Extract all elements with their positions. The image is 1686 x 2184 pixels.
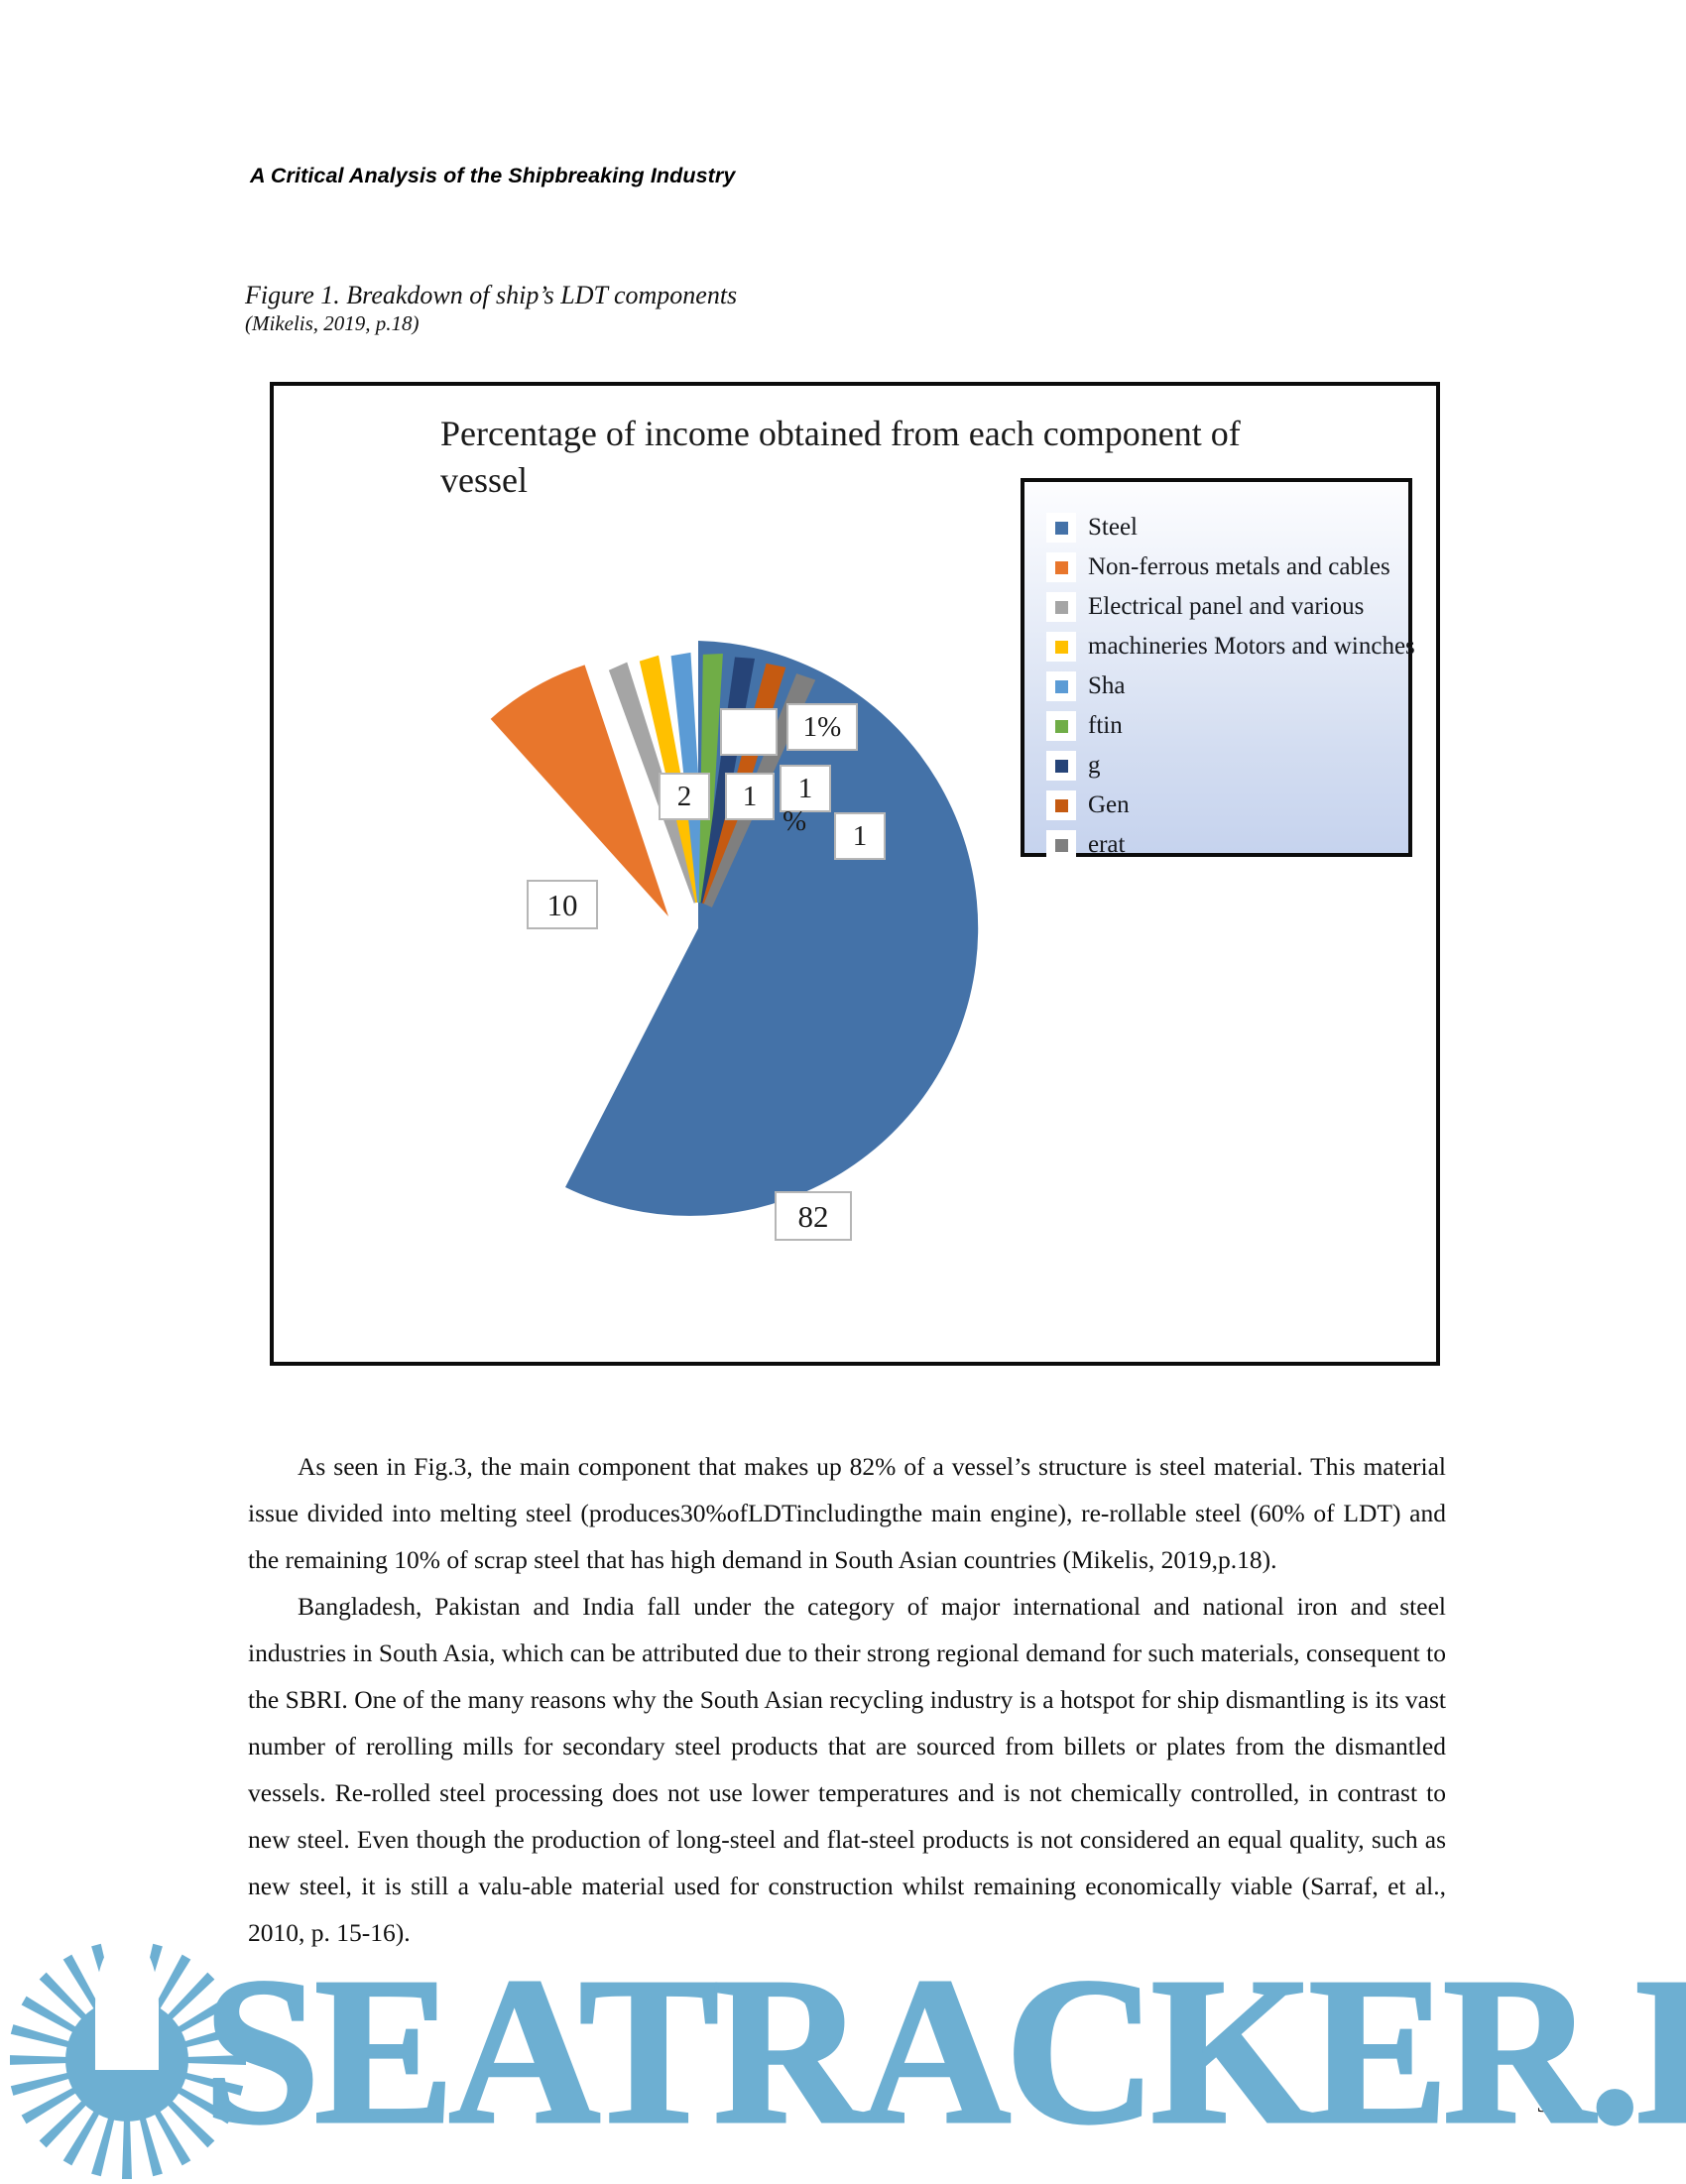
watermark: SEATRACKER.RU (0, 1936, 1686, 2184)
data-label-percent-orphan: % (783, 805, 807, 837)
legend-item-gen[interactable]: Gen (1046, 786, 1408, 825)
data-label-electrical: 2 (659, 773, 710, 820)
data-label-g: 1 (780, 765, 831, 812)
pie-chart: 82 10 2 1 1% 1 1 % (383, 520, 998, 1241)
body-paragraph-2: Bangladesh, Pakistan and India fall unde… (248, 1592, 1446, 1947)
slice-nonferrous (490, 665, 668, 916)
data-label-gen: 1 (834, 812, 886, 860)
data-label-steel: 82 (775, 1191, 852, 1241)
legend-label-nonferrous: Non-ferrous metals and cables (1088, 553, 1390, 580)
body-paragraph-1: As seen in Fig.3, the main component tha… (248, 1452, 1446, 1574)
legend-swatch-erat-icon (1046, 830, 1076, 860)
legend-swatch-gen-icon (1046, 790, 1076, 820)
slice-electrical (608, 662, 703, 904)
legend-label-ftin: ftin (1088, 712, 1123, 739)
legend-swatch-sha-icon (1046, 671, 1076, 701)
legend-label-electrical: Electrical panel and various (1088, 593, 1365, 620)
legend-label-sha: Sha (1088, 672, 1126, 699)
legend-swatch-machineries-icon (1046, 632, 1076, 662)
legend-swatch-electrical-icon (1046, 592, 1076, 622)
legend-item-machineries[interactable]: machineries Motors and winches (1046, 627, 1415, 667)
legend-label-machineries: machineries Motors and winches (1088, 633, 1415, 660)
slice-ftin (698, 653, 723, 904)
legend-item-ftin[interactable]: ftin (1046, 706, 1408, 746)
chart-title: Percentage of income obtained from each … (440, 414, 1241, 500)
legend-item-steel[interactable]: Steel (1046, 508, 1408, 547)
running-header: A Critical Analysis of the Shipbreaking … (250, 164, 736, 187)
legend-item-erat[interactable]: erat (1046, 825, 1408, 865)
seatracker-sunburst-logo-icon (10, 1936, 246, 2179)
legend-item-electrical[interactable]: Electrical panel and various (1046, 587, 1408, 627)
legend-label-g: g (1088, 752, 1101, 779)
data-label-ftin: 1% (786, 703, 858, 751)
pie-svg (490, 641, 979, 1216)
legend-item-g[interactable]: g (1046, 746, 1408, 786)
figure-caption: Figure 1. Breakdown of ship’s LDT compon… (245, 281, 737, 337)
figure-chart-frame: Percentage of income obtained from each … (270, 382, 1440, 1366)
data-label-machineries: 1 (725, 773, 775, 820)
chart-legend: Steel Non-ferrous metals and cables Elec… (1021, 478, 1415, 860)
watermark-text: SEATRACKER.RU (202, 1934, 1686, 2167)
slice-steel (565, 641, 979, 1216)
legend-label-gen: Gen (1088, 791, 1130, 818)
legend-item-nonferrous[interactable]: Non-ferrous metals and cables (1046, 547, 1408, 587)
data-label-nonferrous: 10 (527, 880, 598, 929)
figure-caption-source: (Mikelis, 2019, p.18) (245, 311, 420, 335)
legend-swatch-ftin-icon (1046, 711, 1076, 741)
legend-swatch-nonferrous-icon (1046, 552, 1076, 582)
page-number: 5 (1536, 2091, 1550, 2118)
legend-item-sha[interactable]: Sha (1046, 667, 1408, 706)
body-text: As seen in Fig.3, the main component tha… (248, 1443, 1446, 1956)
data-label-sha (720, 708, 778, 756)
legend-label-erat: erat (1088, 831, 1126, 858)
legend-label-steel: Steel (1088, 514, 1138, 541)
figure-caption-title: Figure 1. Breakdown of ship’s LDT compon… (245, 281, 738, 309)
legend-swatch-g-icon (1046, 751, 1076, 781)
legend-swatch-steel-icon (1046, 513, 1076, 543)
